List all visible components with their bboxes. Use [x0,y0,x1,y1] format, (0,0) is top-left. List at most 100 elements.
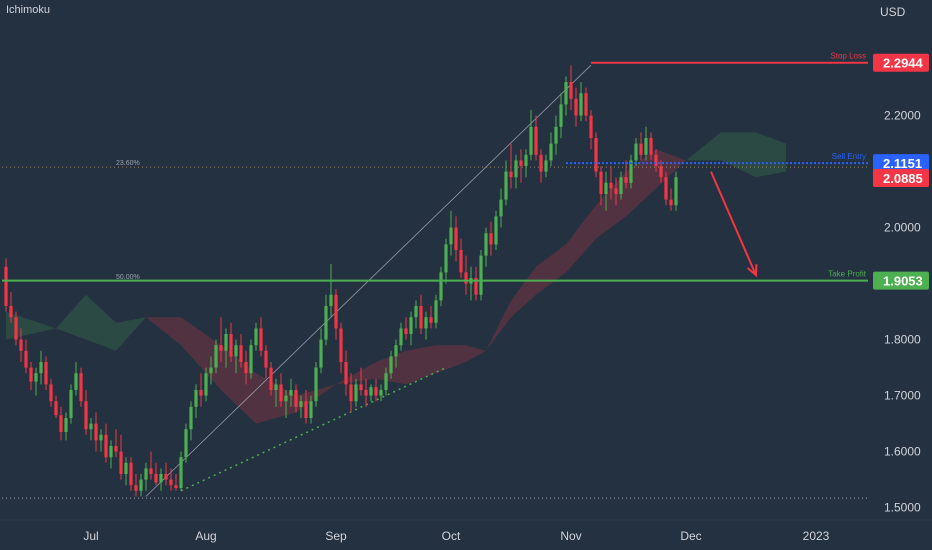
level-sell-entry-tag-label: 2.1151 [883,156,922,171]
candle-body [59,415,63,432]
candle-body [564,82,568,105]
cloud-segment [626,149,656,217]
candle-body [204,373,208,396]
candle-body [524,154,528,166]
cloud-segment [566,205,596,273]
candle-body [489,233,493,245]
candle-body [444,244,448,273]
candle-body [614,188,618,194]
level-take-profit-tag-bg [873,271,929,290]
candle-body [454,227,458,250]
candle-body [449,227,453,245]
projection-arrow-shaft [710,171,757,276]
candle-body [244,362,248,374]
candle-body [279,384,283,402]
candle-body [54,401,58,416]
candle-body [669,199,673,206]
candle-body [44,362,48,385]
candle-body [74,373,78,390]
candle-body [369,387,373,396]
price-axis: 1.5000 1.6000 1.7000 1.8000 2.0000 2.2000 2.29… [873,53,929,515]
candle-body [364,390,368,396]
cloud-segment [721,132,756,178]
candle-body [159,474,163,483]
candle-body [324,306,328,340]
candle-body [659,166,663,178]
candle-body [134,485,138,491]
candle-body [34,373,38,382]
candle-body [234,345,238,357]
candle-body [434,300,438,323]
candle-body [384,373,388,390]
candle-body [374,387,378,396]
cloud-segment [406,345,436,385]
candle-body [464,272,468,284]
candle-body [139,479,143,491]
candle-body [599,171,603,194]
level-name-stop-loss: Stop Loss [830,52,866,61]
candle-body [119,451,123,474]
price-tick-label: 2.2000 [884,109,921,123]
candlesticks [4,65,678,497]
candle-body [274,384,278,390]
candle-body [14,317,18,340]
cloud-segment [756,132,786,178]
candle-body [179,457,183,488]
candle-body [624,177,628,183]
candle-body [634,143,638,161]
candle-body [94,423,98,441]
candle-body [554,126,558,144]
candle-body [519,160,523,166]
candle-body [229,334,233,357]
price-tick-label: 1.5000 [884,501,921,515]
level-stop-loss-tag-bg [873,53,929,72]
level-name-take-profit: Take Profit [828,270,867,279]
candle-body [649,138,653,155]
candle-body [529,126,533,155]
candle-body [49,384,53,402]
candle-body [604,182,608,194]
cloud-segment [436,345,466,374]
candle-body [394,345,398,357]
candle-body [109,446,113,458]
candle-body [239,345,243,362]
candle-body [289,390,293,396]
price-tick-label: 1.7000 [884,389,921,403]
candle-body [209,367,213,374]
candle-body [409,317,413,334]
candle-body [424,317,428,329]
candle-body [299,401,303,407]
candle-body [559,104,563,127]
candle-body [474,278,478,295]
candle-body [129,462,133,486]
candle-body [574,98,578,116]
candle-body [319,339,323,368]
candle-body [389,356,393,374]
candle-body [629,160,633,183]
fibonacci-level-label: 23.60% [116,160,140,167]
cloud-segment [146,317,181,346]
candle-body [284,395,288,402]
trade-levels: Stop Loss Sell Entry Take Profit [2,52,868,282]
support-trendline [180,366,447,492]
price-tick-label: 2.0000 [884,221,921,235]
candle-body [514,160,518,178]
candle-body [294,390,298,407]
candle-body [674,177,678,206]
candle-body [174,485,178,488]
candle-body [199,390,203,396]
candle-body [304,401,308,418]
candle-body [39,362,43,374]
candle-body [654,154,658,166]
candle-body [249,345,253,374]
cloud-segment [536,244,566,295]
candle-body [154,474,158,483]
candle-body [4,266,8,306]
candle-body [114,446,118,452]
candle-body [609,182,613,189]
candle-body [214,345,218,368]
candle-body [534,126,538,155]
time-tick-label: Oct [442,529,461,543]
candle-body [544,160,548,172]
